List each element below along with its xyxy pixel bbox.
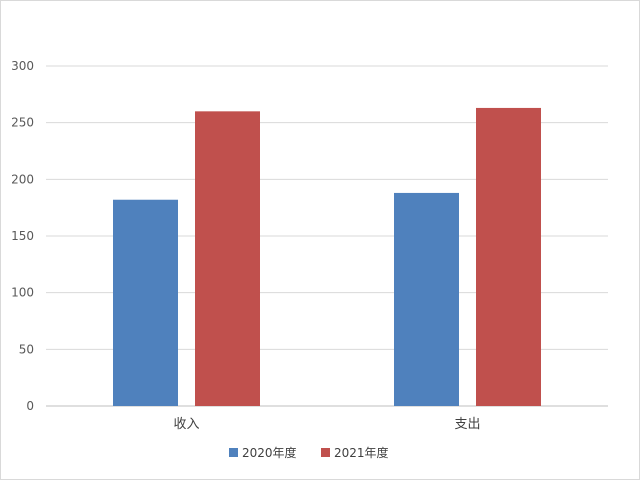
bar xyxy=(394,192,459,406)
y-axis: 0 50 100 150 200 250 300 xyxy=(11,59,34,413)
x-category-label: 支出 xyxy=(454,417,480,432)
y-tick-label: 300 xyxy=(11,59,34,73)
legend-label: 2021年度 xyxy=(334,445,389,460)
y-tick-label: 50 xyxy=(19,342,34,356)
y-tick-label: 250 xyxy=(11,116,34,130)
x-axis: 收入 支出 xyxy=(173,417,480,432)
bar xyxy=(113,199,178,406)
legend: 2020年度 2021年度 xyxy=(229,445,389,460)
y-tick-label: 0 xyxy=(26,399,34,413)
bar xyxy=(476,107,541,406)
bars xyxy=(113,107,541,406)
y-tick-label: 150 xyxy=(11,229,34,243)
x-category-label: 收入 xyxy=(173,417,199,432)
bar xyxy=(195,111,260,406)
y-tick-label: 200 xyxy=(11,172,34,186)
legend-swatch xyxy=(321,448,330,457)
legend-label: 2020年度 xyxy=(242,445,297,460)
y-tick-label: 100 xyxy=(11,286,34,300)
legend-swatch xyxy=(229,448,238,457)
